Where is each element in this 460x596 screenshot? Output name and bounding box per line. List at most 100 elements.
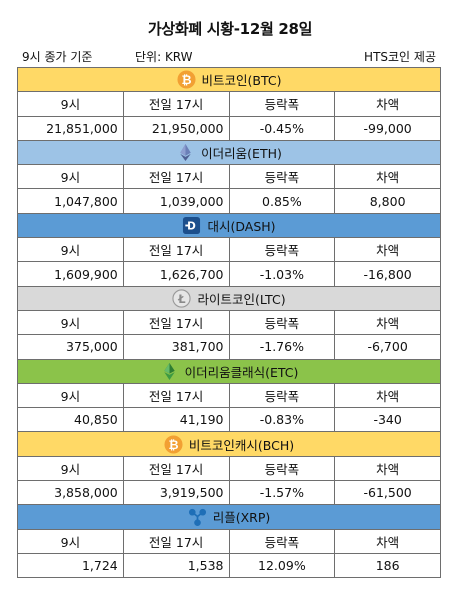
change-amount-cell: -340 — [334, 407, 442, 433]
price-prev-17h-cell: 41,190 — [122, 407, 230, 433]
value-row: 21,851,000 21,950,000 -0.45% -99,000 — [17, 115, 442, 141]
change-rate-cell: 0.85% — [228, 188, 336, 214]
column-header: 전일 17시 — [122, 91, 230, 117]
column-header: 9시 — [17, 309, 124, 336]
coin-name: 이더리움클래식(ETC) — [184, 364, 299, 380]
coin-name: 리플(XRP) — [212, 510, 271, 526]
price-9am-cell: 21,851,000 — [17, 115, 124, 141]
column-header: 차액 — [334, 528, 442, 554]
price-9am-cell: 375,000 — [17, 334, 124, 360]
coin-name: 이더리움(ETH) — [201, 146, 282, 162]
litecoin-icon: Ł — [172, 289, 192, 308]
column-header: 차액 — [334, 455, 442, 482]
coin-banner-row: 리플(XRP) — [16, 504, 442, 530]
svg-text:₿: ₿ — [168, 437, 178, 451]
value-row: 40,850 41,190 -0.83% -340 — [17, 407, 442, 433]
column-header: 9시 — [17, 237, 124, 263]
bitcoin-cash-icon: ₿ — [164, 435, 183, 454]
column-header: 등락폭 — [228, 237, 336, 263]
column-header: 등락폭 — [228, 309, 336, 336]
coin-banner-row: ₿ 비트코인(BTC) — [16, 66, 442, 93]
change-amount-cell: -61,500 — [334, 480, 442, 506]
svg-text:D: D — [188, 221, 197, 233]
price-table: ₿ 비트코인(BTC) 9시 전일 17시 등락폭 차액 21,851,000 … — [16, 66, 442, 579]
price-prev-17h-cell: 21,950,000 — [122, 115, 230, 141]
column-header: 전일 17시 — [122, 309, 230, 336]
coin-name: 대시(DASH) — [207, 218, 276, 234]
column-header: 9시 — [17, 91, 124, 117]
price-9am-cell: 3,858,000 — [17, 480, 124, 506]
coin-banner-litecoin: Ł 라이트코인(LTC) — [16, 285, 442, 311]
column-header: 9시 — [17, 528, 124, 554]
column-header-row: 9시 전일 17시 등락폭 차액 — [17, 237, 442, 263]
coin-name: 비트코인(BTC) — [201, 73, 282, 89]
change-rate-cell: -0.83% — [228, 407, 336, 433]
change-rate-cell: 12.09% — [228, 552, 336, 579]
column-header: 차액 — [334, 382, 442, 409]
column-header-row: 9시 전일 17시 등락폭 차액 — [17, 164, 442, 190]
change-amount-cell: -99,000 — [334, 115, 442, 141]
column-header-row: 9시 전일 17시 등락폭 차액 — [17, 309, 442, 336]
coin-banner-bitcoin-cash: ₿ 비트코인캐시(BCH) — [16, 431, 442, 457]
svg-text:₿: ₿ — [181, 73, 191, 87]
change-amount-cell: -16,800 — [334, 261, 442, 287]
price-prev-17h-cell: 1,039,000 — [122, 188, 230, 214]
coin-banner-bitcoin: ₿ 비트코인(BTC) — [16, 66, 442, 93]
price-9am-cell: 40,850 — [17, 407, 124, 433]
coin-banner-row: ₿ 비트코인캐시(BCH) — [16, 431, 442, 457]
coin-banner-dash: D 대시(DASH) — [16, 212, 442, 239]
price-prev-17h-cell: 3,919,500 — [122, 480, 230, 506]
column-header: 9시 — [17, 455, 124, 482]
value-row: 375,000 381,700 -1.76% -6,700 — [17, 334, 442, 360]
price-9am-cell: 1,047,800 — [17, 188, 124, 214]
value-row: 1,724 1,538 12.09% 186 — [17, 552, 442, 579]
coin-banner-row: Ł 라이트코인(LTC) — [16, 285, 442, 311]
price-prev-17h-cell: 1,626,700 — [122, 261, 230, 287]
column-header: 전일 17시 — [122, 237, 230, 263]
page-title: 가상화폐 시황-12월 28일 — [147, 20, 313, 38]
price-9am-cell: 1,609,900 — [17, 261, 124, 287]
price-9am-cell: 1,724 — [17, 552, 124, 579]
column-header: 9시 — [17, 164, 124, 190]
column-header-row: 9시 전일 17시 등락폭 차액 — [17, 455, 442, 482]
ethereum-icon — [176, 143, 195, 162]
column-header: 차액 — [334, 309, 442, 336]
coin-name: 라이트코인(LTC) — [197, 291, 286, 307]
value-row: 1,047,800 1,039,000 0.85% 8,800 — [17, 188, 442, 214]
ripple-icon — [188, 507, 207, 527]
column-header-row: 9시 전일 17시 등락폭 차액 — [17, 91, 442, 117]
column-header: 전일 17시 — [122, 528, 230, 554]
change-amount-cell: -6,700 — [334, 334, 442, 360]
change-amount-cell: 8,800 — [334, 188, 442, 214]
column-header-row: 9시 전일 17시 등락폭 차액 — [17, 528, 442, 554]
change-rate-cell: -1.76% — [228, 334, 336, 360]
column-header: 9시 — [17, 382, 124, 409]
coin-banner-row: D 대시(DASH) — [16, 212, 442, 239]
column-header: 전일 17시 — [122, 455, 230, 482]
column-header: 전일 17시 — [122, 164, 230, 190]
ethereum-classic-icon — [160, 362, 179, 381]
change-rate-cell: -1.03% — [228, 261, 336, 287]
column-header: 전일 17시 — [122, 382, 230, 409]
value-row: 3,858,000 3,919,500 -1.57% -61,500 — [17, 480, 442, 506]
coin-name: 비트코인캐시(BCH) — [188, 437, 295, 453]
column-header: 차액 — [334, 91, 442, 117]
column-header: 등락폭 — [228, 164, 336, 190]
dash-icon: D — [182, 216, 201, 235]
column-header: 차액 — [334, 237, 442, 263]
unit-label: 단위: KRW — [135, 50, 193, 64]
value-row: 1,609,900 1,626,700 -1.03% -16,800 — [17, 261, 442, 287]
column-header: 등락폭 — [228, 528, 336, 554]
change-rate-cell: -1.57% — [228, 480, 336, 506]
coin-banner-ripple: 리플(XRP) — [16, 504, 442, 530]
bitcoin-icon: ₿ — [177, 70, 196, 89]
change-amount-cell: 186 — [334, 552, 442, 579]
column-header: 등락폭 — [228, 91, 336, 117]
basis-label: 9시 종가 기준 — [22, 50, 93, 64]
column-header-row: 9시 전일 17시 등락폭 차액 — [17, 382, 442, 409]
column-header: 등락폭 — [228, 382, 336, 409]
price-prev-17h-cell: 1,538 — [122, 552, 230, 579]
coin-banner-row: 이더리움클래식(ETC) — [16, 358, 442, 384]
coin-banner-ethereum: 이더리움(ETH) — [16, 139, 442, 166]
column-header: 차액 — [334, 164, 442, 190]
